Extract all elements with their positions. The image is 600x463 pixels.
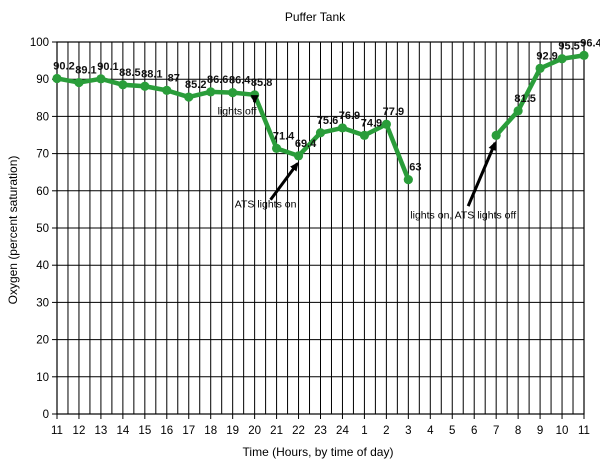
y-tick-label: 20 [36,335,49,347]
x-tick-label: 11 [578,425,590,437]
data-point [140,81,150,91]
y-tick-label: 90 [36,74,49,86]
data-label: 85.2 [185,79,206,91]
data-point [557,54,567,64]
y-tick-label: 0 [43,409,49,421]
data-point [381,119,391,129]
grid [56,41,585,415]
x-tick-label: 6 [471,425,477,437]
x-tick-label: 24 [336,425,349,437]
data-point [228,87,238,98]
y-tick-label: 50 [36,223,49,235]
x-tick-label: 4 [427,425,434,437]
x-tick-label: 8 [515,425,521,437]
y-tick-label: 100 [30,37,49,49]
data-label: 96.4 [580,37,600,49]
data-point [52,73,62,84]
data-point [271,143,282,153]
data-label: 95.5 [558,41,579,53]
data-label: 90.2 [53,60,74,72]
chart-title: Puffer Tank [285,10,346,24]
x-tick-label: 17 [182,425,195,437]
y-tick-label: 80 [36,111,49,123]
annotations: lights off ATS lights on lights on, ATS li… [218,95,516,222]
data-label: 63 [409,162,421,174]
data-label: 75.6 [317,115,338,127]
data-point [118,80,128,90]
data-label: 85.8 [251,77,272,89]
y-tick-label: 70 [36,149,49,161]
data-point [403,175,413,185]
x-tick-label: 18 [204,425,217,437]
x-tick-label: 1 [361,425,367,437]
x-tick-label: 14 [116,425,129,437]
x-axis-label: Time (Hours, by time of day) [243,445,394,459]
x-tick-label: 5 [449,425,455,437]
y-axis-label: Oxygen (percent saturation) [6,156,20,305]
data-label: 92.9 [536,50,557,62]
x-tick-label: 7 [493,425,499,437]
annotation-label: lights off [218,106,257,118]
data-point [579,50,589,60]
x-tick-label: 19 [226,425,239,437]
data-label: 87 [168,72,180,84]
data-point [250,90,260,100]
data-label: 69.4 [295,138,317,150]
data-point [206,87,216,97]
data-label: 76.9 [339,110,360,122]
x-tick-label: 21 [270,425,283,437]
x-tick-label: 10 [556,425,569,437]
data-label: 90.1 [97,61,118,73]
data-labels: 90.2 89.1 90.1 88.5 88.1 87 85.2 86.6 86.4 85.8 71… [53,37,600,173]
x-axis-ticks: 11 12 13 14 15 16 17 18 19 20 21 22 23 24 1 2 3 4 5 6 7 8 9 10 1… [51,414,590,437]
data-point [74,77,84,88]
data-point [96,74,106,84]
y-axis-ticks: 0 10 20 30 40 50 60 70 80 90 100 [30,37,57,421]
annotation-arrow [466,141,497,207]
data-point [535,63,545,74]
data-label: 74.9 [361,117,382,129]
x-tick-label: 13 [95,425,108,437]
x-tick-label: 12 [73,425,86,437]
annotation-label: lights on, ATS lights off [410,210,516,222]
data-label: 88.1 [141,68,162,80]
x-tick-label: 2 [383,425,389,437]
data-point [162,85,172,95]
y-tick-label: 30 [36,297,49,309]
y-tick-label: 60 [36,186,49,198]
data-label: 89.1 [75,65,96,77]
y-tick-label: 40 [36,260,49,272]
x-tick-label: 20 [248,425,261,437]
x-tick-label: 16 [160,425,173,437]
data-label: 88.5 [119,67,140,79]
x-tick-label: 9 [537,425,543,437]
annotation-label: ATS lights on [235,199,297,211]
x-tick-label: 3 [405,425,411,437]
oxygen-series [52,50,589,185]
data-point [513,106,523,116]
data-point [293,151,304,161]
data-label: 77.9 [383,106,404,118]
data-label: 71.4 [273,130,295,142]
data-point [315,128,326,138]
data-point [359,130,370,140]
data-label: 86.4 [229,75,251,87]
x-tick-label: 22 [292,425,305,437]
data-point [337,123,348,133]
data-point [491,130,501,140]
x-tick-label: 11 [51,425,63,437]
data-label: 81.5 [514,93,535,105]
data-point [184,92,194,102]
x-tick-label: 23 [314,425,327,437]
data-label: 86.6 [207,74,228,86]
annotation-arrow [269,161,299,201]
x-tick-label: 15 [138,425,151,437]
y-tick-label: 10 [36,372,49,384]
